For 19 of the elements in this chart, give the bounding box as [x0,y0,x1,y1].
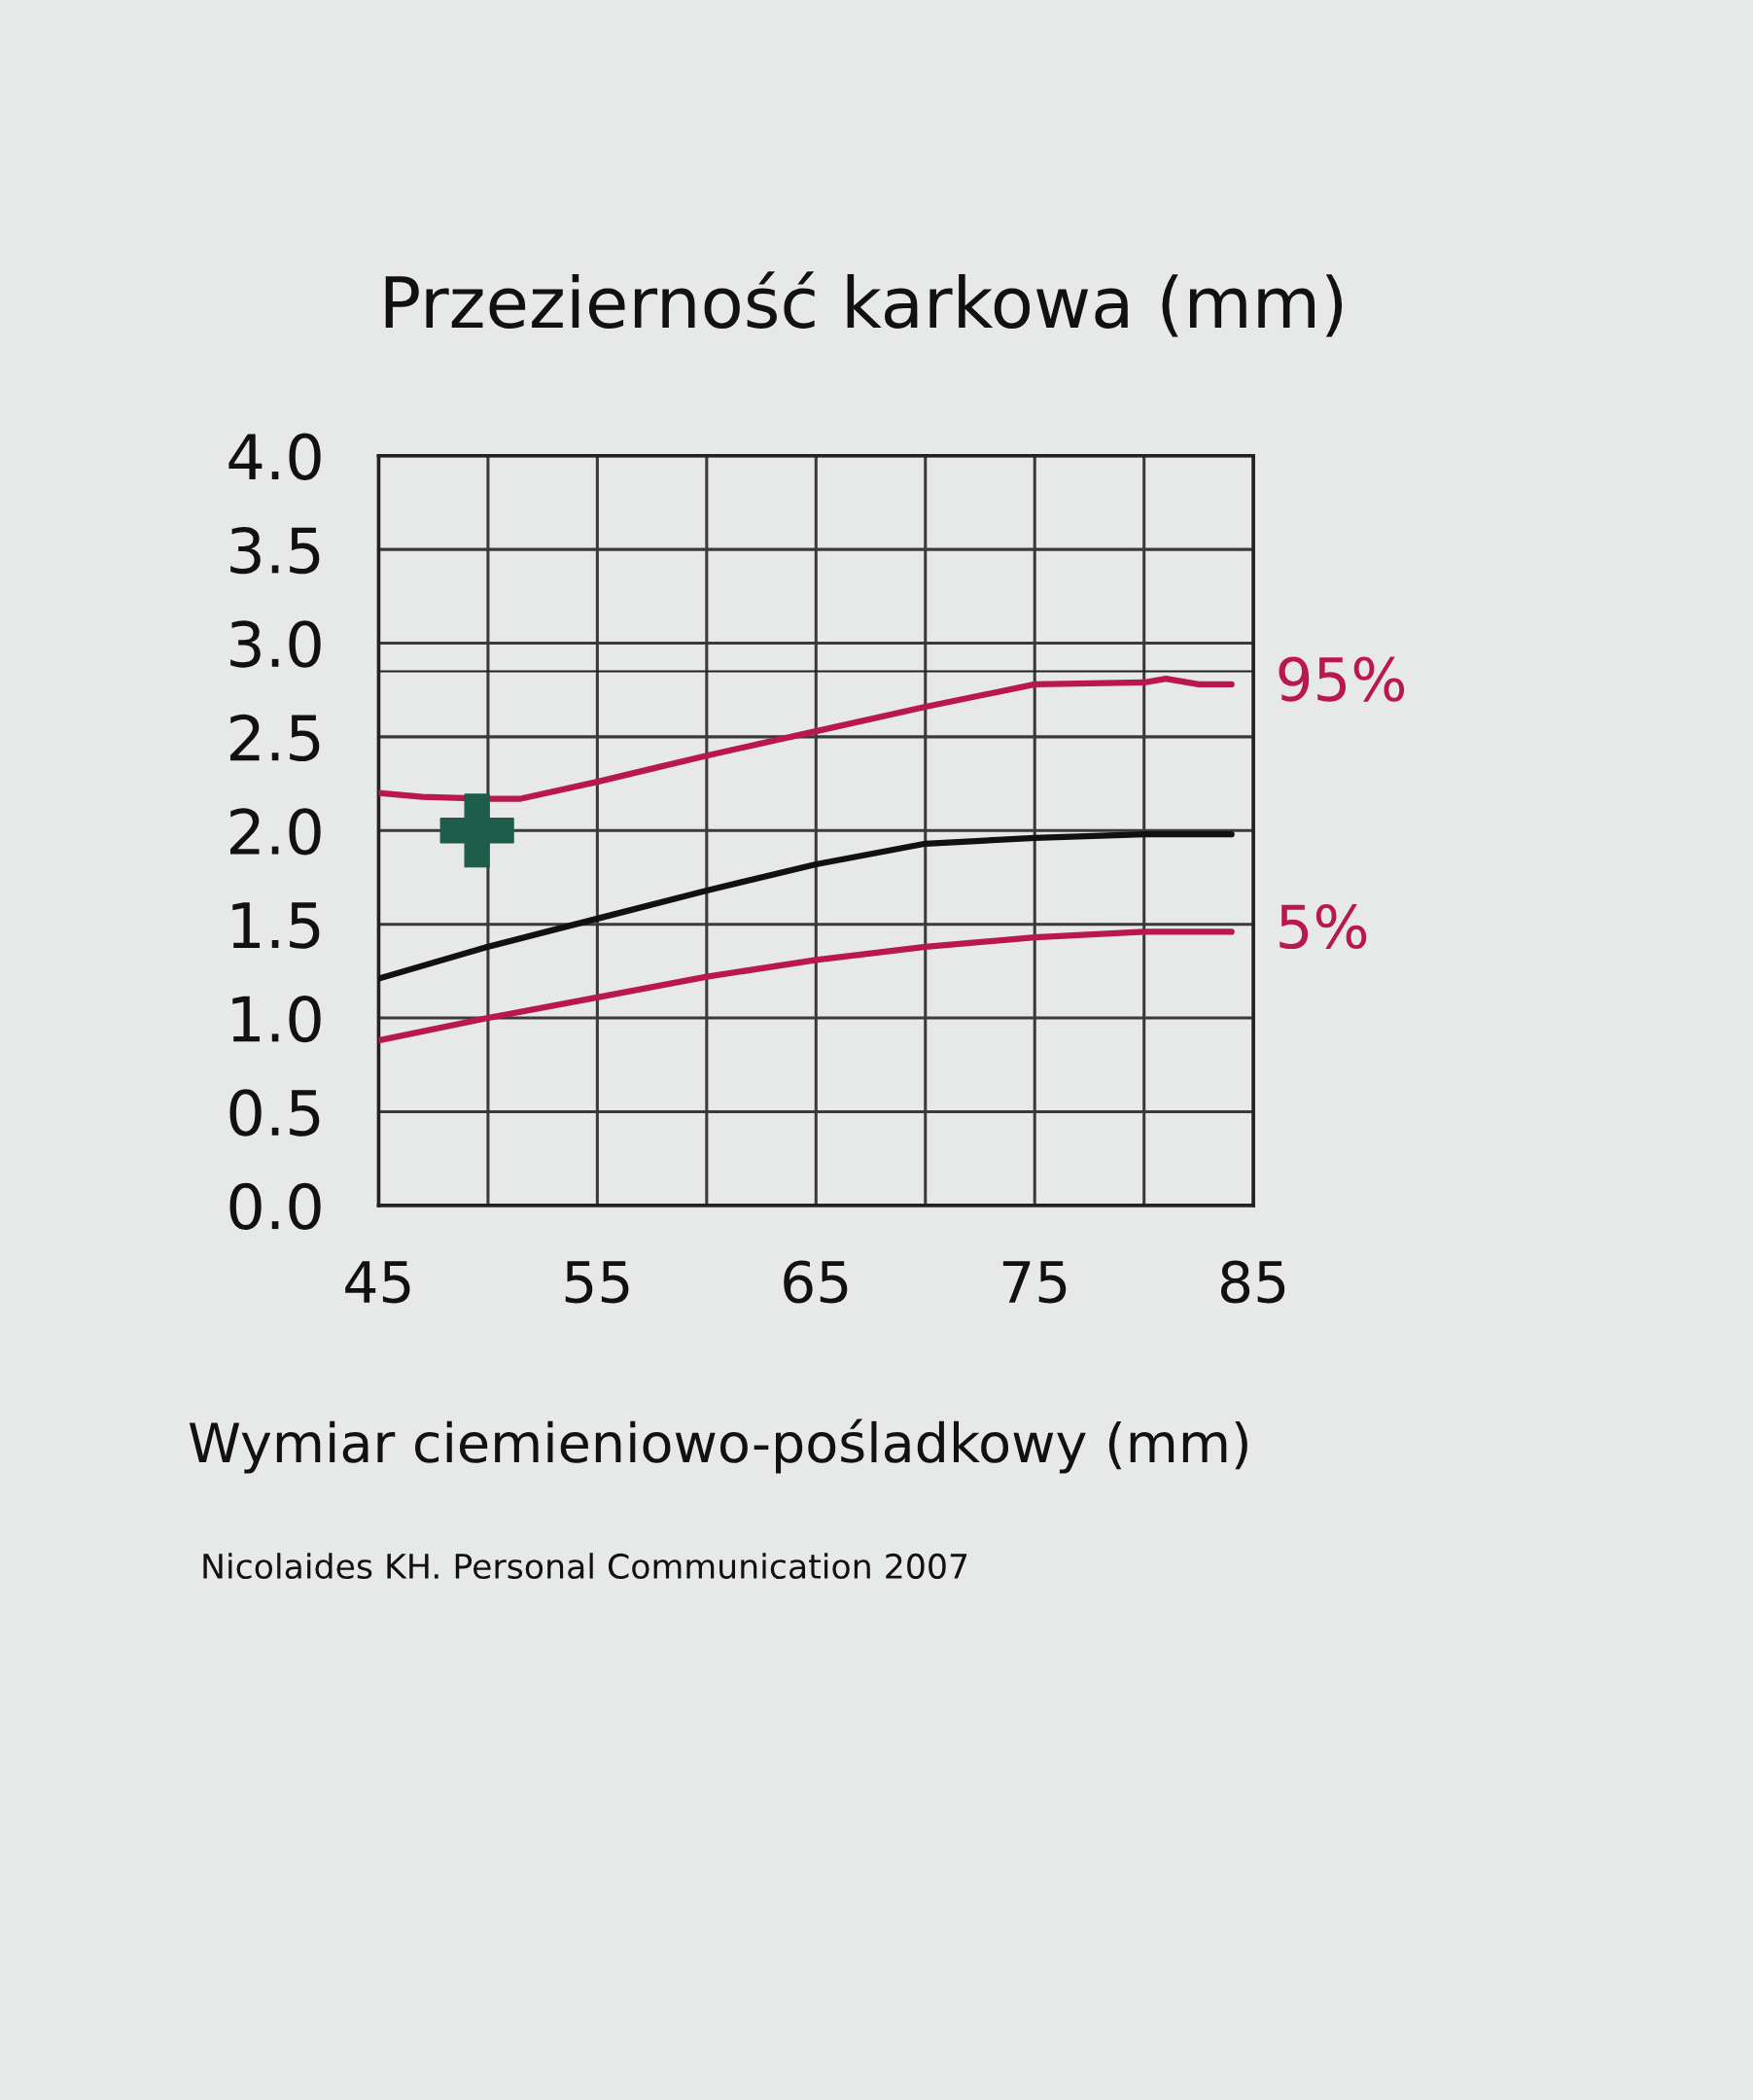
x-tick-label: 85 [1220,1260,1285,1304]
x-tick-label: 65 [784,1260,848,1304]
series-label: 95% [1279,656,1405,702]
x-tick-label: 45 [345,1261,410,1304]
y-tick-label: 1.0 [232,995,321,1043]
x-axis-title: Wymiar ciemieniowo-pośladkowy (mm) [189,1418,1247,1474]
y-tick-label: 2.0 [229,808,321,856]
y-tick-label: 2.5 [229,714,320,762]
y-tick-label: 0.0 [229,1182,321,1231]
chart-title: Przezierność karkowa (mm) [385,271,1343,337]
y-tick-label: 0.5 [229,1089,320,1137]
y-tick-label: 3.0 [230,620,321,668]
x-tick-label: 75 [1002,1261,1067,1304]
text: Nicolaides KH. Personal Communication 2007 [203,1553,967,1580]
y-tick-label: 4.0 [228,433,321,480]
y-tick-label: 1.5 [232,902,320,949]
y-tick-label: 3.5 [230,526,320,575]
series-label: 5% [1280,903,1367,950]
x-tick-label: 55 [565,1261,629,1304]
